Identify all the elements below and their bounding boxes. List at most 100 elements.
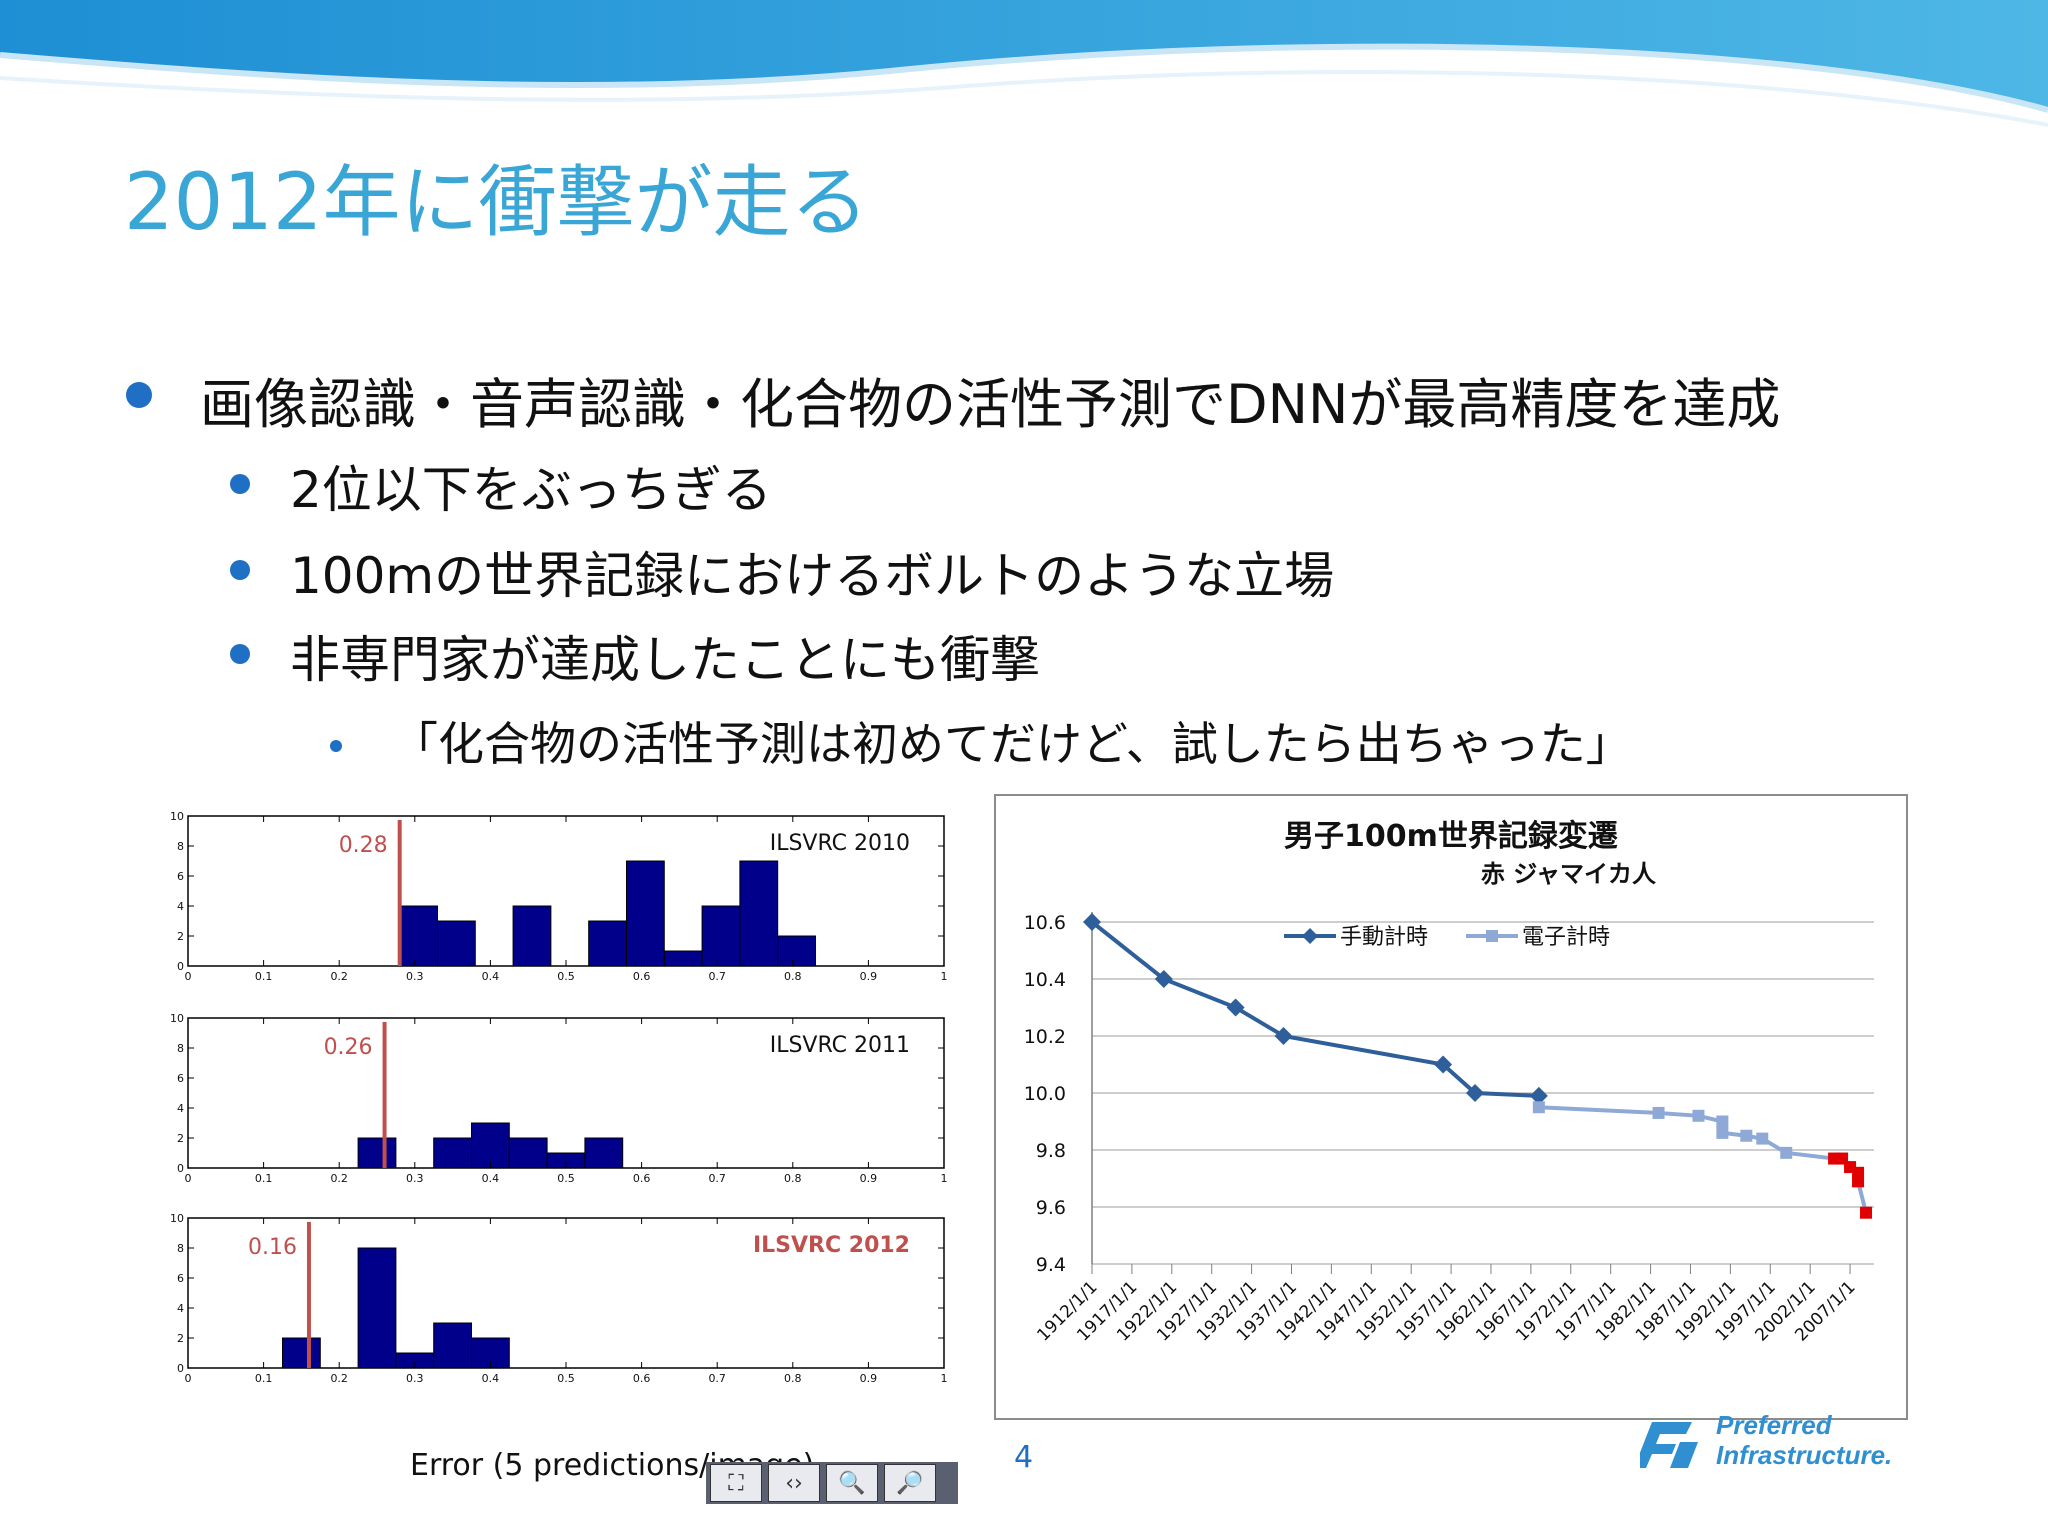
company-logo: Preferred Infrastructure.: [1634, 1410, 1970, 1474]
histogram-bar: [399, 905, 438, 967]
x-tick-label: 0.4: [482, 970, 500, 983]
data-point-manual: [1529, 1086, 1548, 1105]
x-tick-label: 0: [185, 1372, 192, 1385]
page-number: 4: [1014, 1440, 1034, 1475]
y-tick-label: 0: [177, 1162, 184, 1175]
x-tick-label: 0.8: [784, 970, 802, 983]
zoom-in-icon[interactable]: 🔎: [884, 1464, 936, 1502]
y-tick-label: 9.6: [1036, 1197, 1066, 1219]
histogram-bar: [436, 920, 476, 967]
histogram-bar: [588, 920, 627, 967]
histogram-panel: 0.28 ILSVRC 2010 0 0.1 0.2 0.3 0.4 0.5 0.6 0.7 0.8…: [170, 810, 948, 983]
x-tick-label: 0.3: [406, 970, 424, 983]
plot-frame: [187, 815, 945, 967]
x-tick-label: 0.7: [708, 1372, 726, 1385]
histogram-bar: [625, 860, 665, 967]
y-tick-label: 2: [177, 930, 184, 943]
marker-label: 0.28: [339, 833, 388, 858]
zoom-out-icon[interactable]: 🔍: [826, 1464, 878, 1502]
data-point-electronic: [1756, 1132, 1769, 1145]
plot-frame: [187, 1017, 945, 1169]
data-point-manual: [1434, 1055, 1453, 1074]
logo-line2: Infrastructure.: [1716, 1440, 1892, 1470]
x-tick-label: 0.5: [557, 1172, 575, 1185]
y-tick-label: 10.6: [1024, 912, 1066, 934]
bullet-item: 非専門家が達成したことにも衝撃: [290, 631, 1040, 689]
y-tick-label: 0: [177, 1362, 184, 1375]
bullet-item: 「化合物の活性予測は初めてだけど、試したら出ちゃった」: [392, 717, 1632, 771]
data-point-electronic: [1860, 1206, 1873, 1219]
header-wave: [0, 0, 2048, 127]
data-point-electronic: [1716, 1115, 1729, 1128]
x-tick-label: 0.9: [860, 1372, 878, 1385]
y-tick-label: 4: [177, 900, 184, 913]
viewer-toolbar: ⛶ ‹› 🔍 🔎: [706, 1462, 958, 1504]
histogram-bar: [433, 1322, 473, 1369]
histogram-bar: [433, 1137, 473, 1169]
x-tick-label: 0.9: [860, 970, 878, 983]
x-tick-label: 0.8: [784, 1372, 802, 1385]
x-tick-label: 1: [941, 1172, 948, 1185]
chart-title: 男子100m世界記録変遷: [1284, 819, 1618, 854]
bullet-dot: [230, 644, 250, 664]
x-tick-label: 0.6: [633, 970, 651, 983]
histogram-bar: [701, 905, 741, 967]
histogram-bar: [357, 1137, 397, 1169]
histogram-bar: [508, 1137, 548, 1169]
x-tick-label: 0.9: [860, 1172, 878, 1185]
y-tick-label: 10: [170, 810, 184, 823]
histogram-bar: [777, 935, 816, 967]
data-point-manual: [1083, 913, 1101, 931]
expand-icon[interactable]: ‹›: [768, 1464, 820, 1502]
histogram-panel: 0.16 ILSVRC 2012 0 0.1 0.2 0.3 0.4 0.5 0.6 0.7 0.8…: [170, 1212, 948, 1385]
bullet-item: 100mの世界記録におけるボルトのような立場: [290, 547, 1335, 605]
x-tick-label: 0.6: [633, 1372, 651, 1385]
bullet-item: 2位以下をぶっちぎる: [290, 461, 772, 519]
x-tick-label: 0.4: [482, 1172, 500, 1185]
histogram-bar: [512, 905, 552, 967]
histogram-bar: [282, 1337, 321, 1369]
series-line-electronic: [1538, 1105, 1868, 1214]
panel-title: ILSVRC 2012: [753, 1233, 910, 1258]
data-point-manual: [1154, 970, 1173, 988]
x-tick-label: 0: [185, 970, 192, 983]
bullet-item: 画像認識・音声認識・化合物の活性予測でDNNが最高精度を達成: [200, 373, 1781, 436]
data-point-electronic: [1532, 1101, 1545, 1114]
data-point-electronic: [1692, 1109, 1705, 1122]
x-tick-label: 0.3: [406, 1172, 424, 1185]
y-tick-label: 10: [170, 1212, 184, 1225]
bullet-dot: [230, 560, 250, 580]
x-tick-label: 0.7: [708, 970, 726, 983]
x-tick-label: 1: [941, 970, 948, 983]
y-tick-label: 8: [177, 840, 184, 853]
y-tick-label: 4: [177, 1102, 184, 1115]
panel-title: ILSVRC 2010: [770, 831, 910, 856]
x-tick-label: 0.1: [255, 970, 273, 983]
legend-label: 手動計時: [1340, 925, 1428, 950]
histogram-bar: [739, 860, 779, 967]
legend-marker-electronic: [1486, 930, 1498, 942]
x-tick-label: 0.4: [482, 1372, 500, 1385]
histogram-bar: [471, 1122, 510, 1169]
marker-label: 0.16: [248, 1235, 297, 1260]
data-point-manual: [1466, 1084, 1485, 1102]
legend-marker-manual: [1302, 928, 1318, 944]
legend-label: 電子計時: [1522, 925, 1610, 950]
y-tick-label: 10.2: [1024, 1026, 1066, 1048]
y-tick-label: 2: [177, 1332, 184, 1345]
x-tick-label: 0.2: [330, 1372, 348, 1385]
y-tick-label: 2: [177, 1132, 184, 1145]
x-tick-label: 0.2: [330, 1172, 348, 1185]
bullet-dot: [230, 474, 250, 494]
fit-icon[interactable]: ⛶: [710, 1464, 762, 1502]
y-tick-label: 9.8: [1036, 1140, 1066, 1162]
x-tick-label: 0: [185, 1172, 192, 1185]
data-point-electronic: [1652, 1106, 1665, 1119]
data-point-electronic: [1740, 1129, 1753, 1142]
logo-line1: Preferred: [1716, 1410, 1833, 1440]
y-tick-label: 8: [177, 1042, 184, 1055]
x-tick-label: 0.1: [255, 1172, 273, 1185]
x-tick-label: 0.6: [633, 1172, 651, 1185]
